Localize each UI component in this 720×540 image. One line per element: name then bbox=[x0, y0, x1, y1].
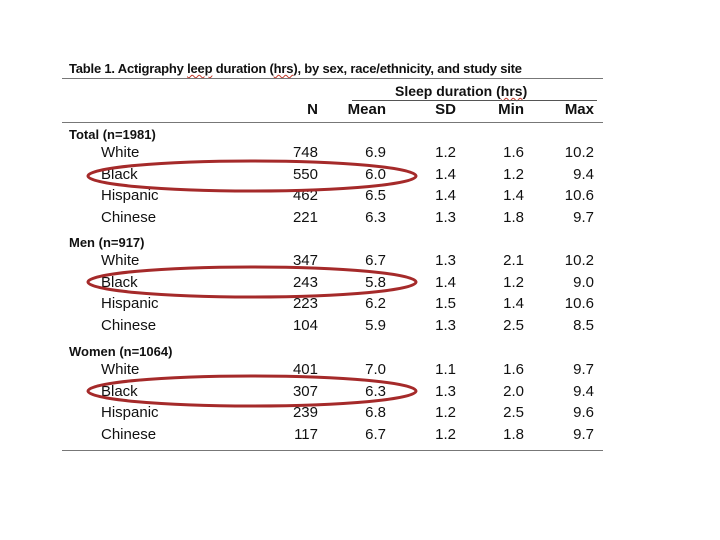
top-rule bbox=[62, 78, 603, 79]
sd-cell: 1.2 bbox=[435, 144, 456, 161]
min-cell: 1.8 bbox=[503, 209, 524, 227]
race-cell: Chinese bbox=[101, 426, 157, 444]
sd-cell: 1.4 bbox=[435, 165, 456, 183]
n-cell: 104 bbox=[292, 317, 318, 335]
min-cell: 1.4 bbox=[503, 295, 524, 313]
title-text: Table 1. Actigraphy bbox=[69, 61, 188, 76]
max-cell: 10.2 bbox=[564, 252, 594, 269]
table-title: Table 1. Actigraphy leep duration (hrs),… bbox=[69, 61, 522, 76]
mean-cell: 5.8 bbox=[365, 273, 386, 291]
mean-cell: 7.0 bbox=[365, 361, 386, 378]
n-cell: 221 bbox=[292, 209, 318, 227]
min-cell: 2.5 bbox=[503, 404, 524, 422]
min-cell: 2.1 bbox=[503, 252, 524, 269]
sd-cell: 1.3 bbox=[435, 317, 456, 335]
max-cell: 9.7 bbox=[573, 209, 594, 227]
highlight-ellipse bbox=[86, 265, 418, 299]
mean-cell: 6.5 bbox=[365, 187, 386, 205]
n-cell: 239 bbox=[292, 404, 318, 422]
race-cell: Hispanic bbox=[101, 404, 159, 422]
n-cell: 307 bbox=[292, 382, 318, 400]
span-header-text: Sleep duration ( bbox=[395, 83, 501, 99]
span-header-text: ) bbox=[522, 83, 528, 99]
column-span-header: Sleep duration (hrs) bbox=[395, 83, 527, 99]
race-cell: Hispanic bbox=[101, 187, 159, 205]
mean-cell: 6.7 bbox=[365, 252, 386, 269]
n-cell: 401 bbox=[292, 361, 318, 378]
max-cell: 9.4 bbox=[573, 382, 594, 400]
sd-cell: 1.3 bbox=[435, 209, 456, 227]
span-rule bbox=[352, 100, 597, 101]
column-header-n: N bbox=[307, 101, 318, 118]
race-cell: White bbox=[101, 252, 140, 269]
race-cell: Black bbox=[101, 273, 138, 291]
n-cell: 347 bbox=[292, 252, 318, 269]
max-cell: 10.2 bbox=[564, 144, 594, 161]
column-header-max: Max bbox=[564, 101, 594, 118]
title-text: ), by sex, race/ethnicity, and study sit… bbox=[293, 61, 522, 76]
title-misspelled-word: hrs bbox=[273, 61, 294, 76]
min-cell: 1.2 bbox=[503, 165, 524, 183]
max-cell: 10.6 bbox=[564, 187, 594, 205]
min-cell: 2.0 bbox=[503, 382, 524, 400]
sd-cell: 1.5 bbox=[435, 295, 456, 313]
mean-cell: 6.2 bbox=[365, 295, 386, 313]
race-cell: Hispanic bbox=[101, 295, 159, 313]
min-cell: 2.5 bbox=[503, 317, 524, 335]
max-cell: 8.5 bbox=[573, 317, 594, 335]
max-cell: 9.7 bbox=[573, 426, 594, 444]
mean-cell: 6.8 bbox=[365, 404, 386, 422]
max-cell: 9.7 bbox=[573, 361, 594, 378]
sd-cell: 1.1 bbox=[435, 361, 456, 378]
min-cell: 1.2 bbox=[503, 273, 524, 291]
mean-cell: 6.0 bbox=[365, 165, 386, 183]
column-header-mean: Mean bbox=[347, 101, 386, 118]
column-header-sd: SD bbox=[435, 101, 456, 118]
title-misspelled-word: leep bbox=[187, 61, 213, 76]
sd-cell: 1.4 bbox=[435, 273, 456, 291]
n-cell: 243 bbox=[292, 273, 318, 291]
mean-cell: 5.9 bbox=[365, 317, 386, 335]
n-cell: 748 bbox=[292, 144, 318, 161]
race-cell: Black bbox=[101, 382, 138, 400]
race-cell: Chinese bbox=[101, 209, 157, 227]
max-cell: 9.4 bbox=[573, 165, 594, 183]
max-cell: 9.0 bbox=[573, 273, 594, 291]
sd-cell: 1.3 bbox=[435, 382, 456, 400]
n-cell: 550 bbox=[292, 165, 318, 183]
title-text: duration ( bbox=[212, 61, 274, 76]
max-cell: 10.6 bbox=[564, 295, 594, 313]
n-cell: 223 bbox=[292, 295, 318, 313]
race-cell: White bbox=[101, 361, 140, 378]
bottom-rule bbox=[62, 450, 603, 451]
min-cell: 1.6 bbox=[503, 144, 524, 161]
highlight-ellipse bbox=[86, 159, 418, 193]
race-cell: White bbox=[101, 144, 140, 161]
group-label: Women (n=1064) bbox=[69, 344, 173, 359]
race-cell: Chinese bbox=[101, 317, 157, 335]
sd-cell: 1.2 bbox=[435, 426, 456, 444]
sd-cell: 1.3 bbox=[435, 252, 456, 269]
n-cell: 117 bbox=[294, 426, 318, 444]
mean-cell: 6.3 bbox=[365, 382, 386, 400]
sd-cell: 1.2 bbox=[435, 404, 456, 422]
group-label: Men (n=917) bbox=[69, 235, 145, 250]
column-header-min: Min bbox=[498, 101, 524, 118]
min-cell: 1.8 bbox=[503, 426, 524, 444]
group-label: Total (n=1981) bbox=[69, 127, 156, 142]
mean-cell: 6.9 bbox=[365, 144, 386, 161]
min-cell: 1.6 bbox=[503, 361, 524, 378]
max-cell: 9.6 bbox=[573, 404, 594, 422]
min-cell: 1.4 bbox=[503, 187, 524, 205]
span-header-misspelled-word: hrs bbox=[500, 83, 523, 99]
header-rule bbox=[62, 122, 603, 123]
mean-cell: 6.7 bbox=[365, 426, 386, 444]
sd-cell: 1.4 bbox=[435, 187, 456, 205]
highlight-ellipse bbox=[86, 374, 418, 408]
mean-cell: 6.3 bbox=[365, 209, 386, 227]
